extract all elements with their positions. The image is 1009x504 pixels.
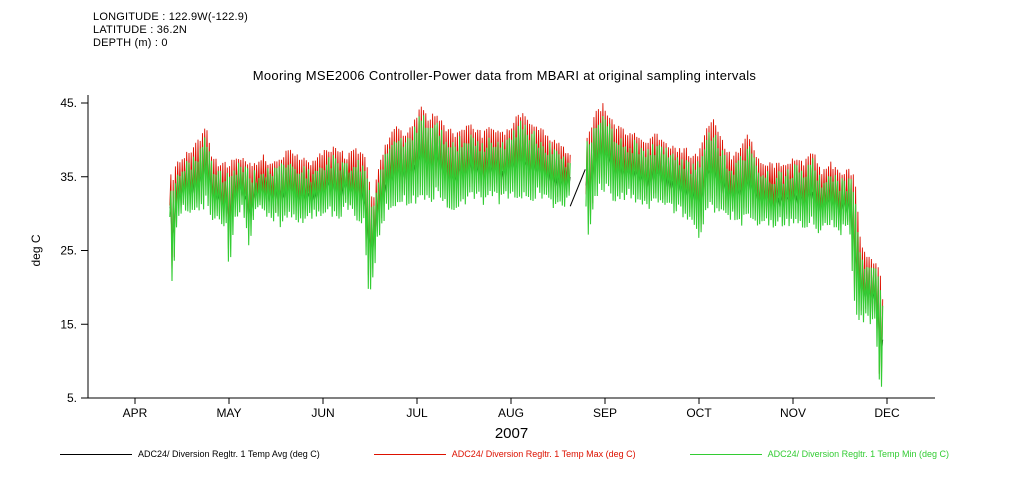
x-tick-label: MAY — [216, 406, 241, 420]
legend-label-min: ADC24/ Diversion Regltr. 1 Temp Min (deg… — [767, 449, 950, 459]
x-tick-label: AUG — [498, 406, 524, 420]
legend-line-avg-icon — [59, 453, 132, 455]
y-tick-label: 25. — [60, 244, 77, 258]
legend-item-max: ADC24/ Diversion Regltr. 1 Temp Max (deg… — [373, 449, 636, 459]
x-tick-label: OCT — [686, 406, 712, 420]
legend-label-max: ADC24/ Diversion Regltr. 1 Temp Max (deg… — [451, 449, 636, 459]
y-tick-label: 15. — [60, 317, 77, 331]
depth-label: DEPTH (m) : 0 — [93, 37, 168, 49]
x-tick-label: NOV — [780, 406, 806, 420]
x-tick-label: SEP — [593, 406, 617, 420]
legend-label-avg: ADC24/ Diversion Regltr. 1 Temp Avg (deg… — [137, 449, 320, 459]
latitude-label: LATITUDE : 36.2N — [93, 24, 188, 36]
y-tick-label: 45. — [60, 96, 77, 110]
legend-line-max-icon — [373, 453, 446, 455]
legend-line-min-icon — [689, 453, 762, 455]
x-tick-label: APR — [123, 406, 148, 420]
temp-min-line — [169, 115, 884, 387]
chart-title: Mooring MSE2006 Controller-Power data fr… — [252, 68, 757, 83]
legend-item-avg: ADC24/ Diversion Regltr. 1 Temp Avg (deg… — [59, 449, 320, 459]
temp-max-line — [169, 103, 884, 377]
station-metadata: LONGITUDE : 122.9W(-122.9) LATITUDE : 36… — [93, 11, 248, 50]
x-axis-year-label: 2007 — [495, 425, 528, 442]
y-axis-title: deg C — [29, 234, 43, 266]
x-tick-label: JUN — [311, 406, 334, 420]
legend: ADC24/ Diversion Regltr. 1 Temp Avg (deg… — [0, 449, 1009, 459]
y-tick-label: 35. — [60, 170, 77, 184]
longitude-label: LONGITUDE : 122.9W(-122.9) — [93, 11, 248, 23]
x-tick-label: DEC — [874, 406, 900, 420]
x-tick-label: JUL — [406, 406, 428, 420]
temp-avg-gap-segment — [569, 169, 586, 207]
legend-item-min: ADC24/ Diversion Regltr. 1 Temp Min (deg… — [689, 449, 950, 459]
y-tick-label: 5. — [67, 391, 77, 405]
